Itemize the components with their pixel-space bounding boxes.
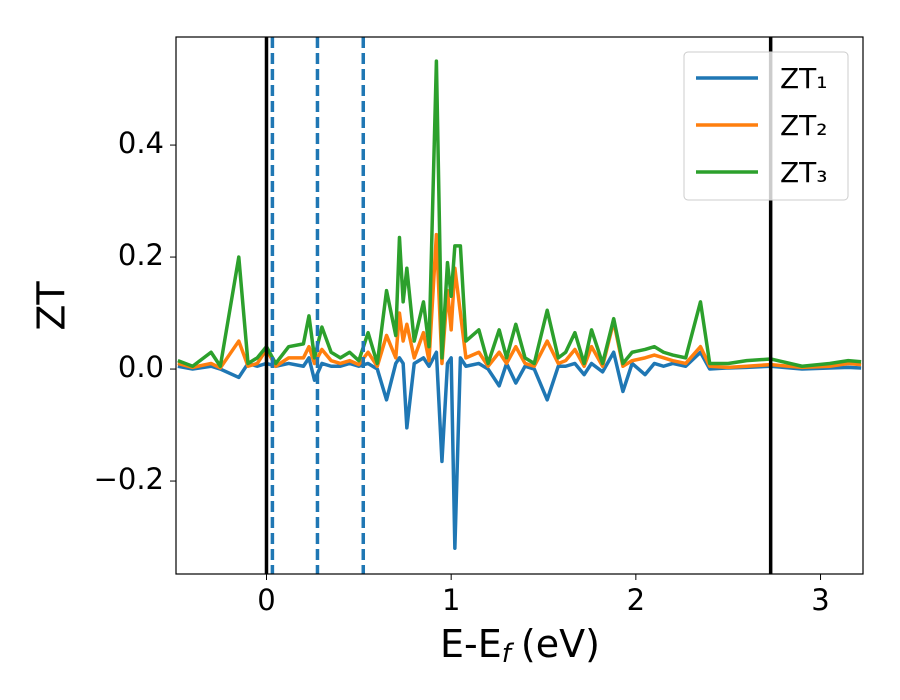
- y-tick-label: 0.4: [118, 126, 164, 160]
- x-tick-label: 3: [811, 583, 829, 617]
- x-axis-label: E-Ef (eV): [440, 622, 600, 669]
- series-line: [177, 232, 862, 370]
- legend-label: ZT₂: [780, 109, 828, 142]
- x-tick-label: 2: [627, 583, 645, 617]
- series-line: [177, 59, 862, 369]
- legend-box: [683, 51, 849, 201]
- plot-frame: [175, 36, 864, 575]
- y-tick-label: 0.0: [118, 350, 164, 384]
- y-tick-label: 0.2: [118, 238, 164, 272]
- x-tick-label: 1: [442, 583, 460, 617]
- x-tick-label: 0: [257, 583, 275, 617]
- legend-label: ZT₃: [780, 156, 828, 189]
- y-axis-label: ZT: [30, 281, 74, 331]
- series-line: [177, 350, 862, 550]
- legend-label: ZT₁: [780, 62, 828, 95]
- y-tick-label: −0.2: [94, 462, 164, 496]
